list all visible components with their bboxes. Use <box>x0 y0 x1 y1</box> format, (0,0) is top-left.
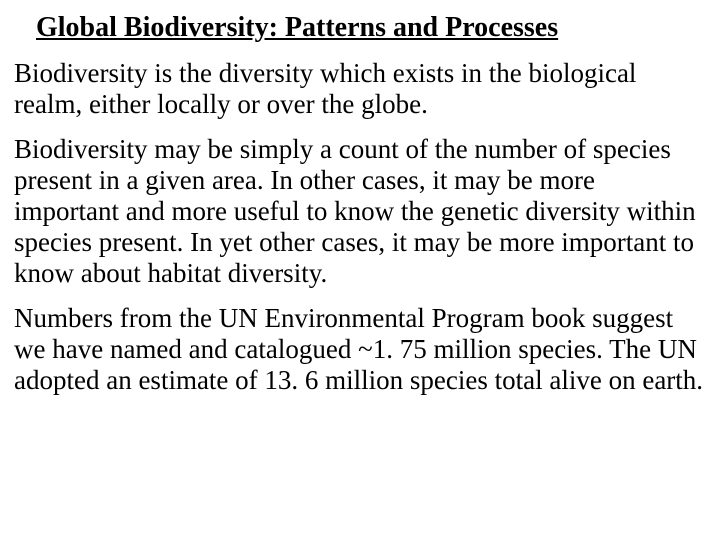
page-title: Global Biodiversity: Patterns and Proces… <box>14 12 706 44</box>
paragraph-3: Numbers from the UN Environmental Progra… <box>14 303 706 396</box>
paragraph-1: Biodiversity is the diversity which exis… <box>14 58 706 120</box>
paragraph-2: Biodiversity may be simply a count of th… <box>14 134 706 289</box>
